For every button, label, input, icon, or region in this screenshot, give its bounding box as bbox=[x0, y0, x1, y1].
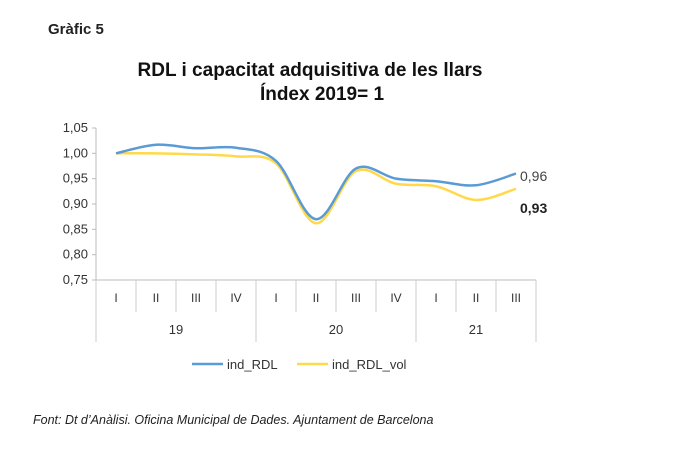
y-tick-label: 0,80 bbox=[63, 247, 88, 262]
end-label-ind_RDL_vol: 0,93 bbox=[520, 200, 547, 216]
legend-ind_RDL_vol-label: ind_RDL_vol bbox=[332, 357, 407, 372]
x-tick-label: I bbox=[274, 291, 277, 305]
x-tick-label: II bbox=[153, 291, 160, 305]
figure-label: Gràfic 5 bbox=[48, 21, 104, 38]
x-tick-label: III bbox=[511, 291, 521, 305]
y-tick-label: 0,90 bbox=[63, 196, 88, 211]
series-line-ind_RDL_vol bbox=[115, 152, 517, 225]
y-tick-label: 0,75 bbox=[63, 272, 88, 287]
x-tick-label: I bbox=[434, 291, 437, 305]
x-tick-label: III bbox=[191, 291, 201, 305]
x-tick-label: I bbox=[114, 291, 117, 305]
source-note: Font: Dt d’Anàlisi. Oficina Municipal de… bbox=[33, 413, 434, 427]
y-tick-label: 0,95 bbox=[63, 171, 88, 186]
end-label-ind_RDL: 0,96 bbox=[520, 168, 547, 184]
legend-ind_RDL-label: ind_RDL bbox=[227, 357, 278, 372]
x-tick-label: III bbox=[351, 291, 361, 305]
x-tick-label: II bbox=[473, 291, 480, 305]
series-line-ind_RDL bbox=[115, 143, 517, 221]
x-tick-label: IV bbox=[390, 291, 401, 305]
group-label: 19 bbox=[169, 322, 183, 337]
group-label: 20 bbox=[329, 322, 343, 337]
y-tick-label: 1,00 bbox=[63, 145, 88, 160]
chart-subtitle: Índex 2019= 1 bbox=[259, 84, 385, 105]
group-label: 21 bbox=[469, 322, 483, 337]
chart-title: RDL i capacitat adquisitiva de les llars bbox=[137, 60, 483, 81]
x-tick-label: II bbox=[313, 291, 320, 305]
x-tick-label: IV bbox=[230, 291, 241, 305]
y-tick-label: 1,05 bbox=[63, 120, 88, 135]
y-tick-label: 0,85 bbox=[63, 221, 88, 236]
